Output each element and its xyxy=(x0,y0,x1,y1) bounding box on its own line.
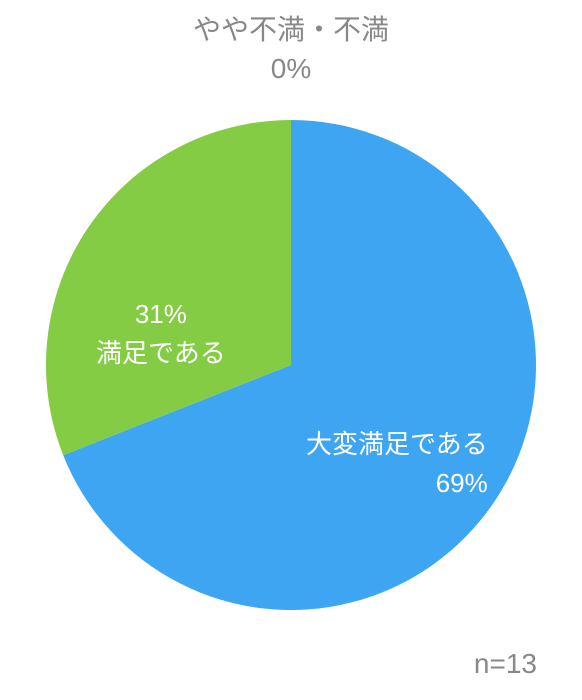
very-satisfied-value: 69% xyxy=(306,464,488,503)
very-satisfied-title: 大変満足である xyxy=(306,425,488,464)
very-satisfied-label: 大変満足である 69% xyxy=(306,425,488,503)
satisfied-label: 31% 満足である xyxy=(96,295,226,373)
pie-chart: 大変満足である 69% 31% 満足である xyxy=(41,115,541,615)
zero-label-title: やや不満・不満 xyxy=(0,10,582,49)
zero-slice-label: やや不満・不満 0% xyxy=(0,0,582,88)
zero-label-value: 0% xyxy=(0,49,582,88)
satisfied-value: 31% xyxy=(96,295,226,334)
satisfied-title: 満足である xyxy=(96,334,226,373)
sample-size-label: n=13 xyxy=(474,648,537,680)
